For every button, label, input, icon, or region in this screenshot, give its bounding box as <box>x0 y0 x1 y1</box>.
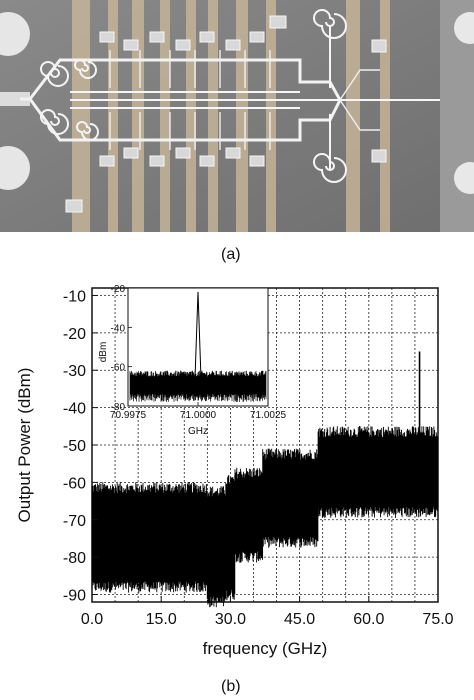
noise-segment <box>262 448 319 548</box>
figure-a-caption: (a) <box>221 246 241 263</box>
inset-x-tick-label: 71.0000 <box>180 410 217 421</box>
noise-segment <box>91 482 208 593</box>
x-axis-ticks: 0.0 15.0 30.0 45.0 60.0 75.0 <box>81 596 454 628</box>
y-tick-label: -60 <box>63 475 86 492</box>
y-axis-ticks: -10 -20 -30 -40 -50 -60 -70 -80 -90 <box>63 288 98 605</box>
inset-y-tick-label: -60 <box>111 363 126 374</box>
x-axis-label: frequency (GHz) <box>203 639 328 658</box>
inset-y-tick-label: -80 <box>111 402 126 413</box>
inset-noise <box>129 370 267 402</box>
x-tick-label: 0.0 <box>81 611 103 628</box>
y-axis-label: Output Power (dBm) <box>15 368 34 523</box>
inset-peak <box>194 291 202 379</box>
inset-x-ticks: 70.9975 71.0000 71.0025 <box>110 402 287 421</box>
spectrum-trace <box>91 351 438 608</box>
y-tick-label: -10 <box>63 288 86 305</box>
inset-x-tick-label: 70.9975 <box>110 410 147 421</box>
y-tick-label: -30 <box>63 363 86 380</box>
y-tick-label: -90 <box>63 588 86 605</box>
y-tick-label: -40 <box>63 401 86 418</box>
spectrum-chart: -10 -20 -30 -40 -50 -60 -70 -80 -90 0.0 15.0 30.0 4… <box>15 284 454 658</box>
x-tick-label: 45.0 <box>284 611 315 628</box>
inset-x-tick-label: 71.0025 <box>250 410 287 421</box>
y-tick-label: -80 <box>63 550 86 567</box>
inset-trace <box>129 291 267 402</box>
inset-y-tick-label: -20 <box>111 284 126 295</box>
x-tick-label: 75.0 <box>422 611 453 628</box>
inset-chart: -20 -40 -60 -80 70.9975 71.0000 71.0025 dBm G… <box>98 284 287 437</box>
inset-y-ticks: -20 -40 -60 -80 <box>111 284 132 413</box>
x-tick-label: 60.0 <box>353 611 384 628</box>
noise-segment <box>206 486 226 608</box>
inset-y-label: dBm <box>98 342 109 363</box>
noise-segment <box>234 467 264 563</box>
figure-b-caption: (b) <box>221 678 241 695</box>
y-tick-label: -70 <box>63 513 86 530</box>
y-tick-label: -20 <box>63 326 86 343</box>
x-tick-label: 15.0 <box>146 611 177 628</box>
inset-y-tick-label: -40 <box>111 323 126 334</box>
inset-x-label: GHz <box>188 426 208 437</box>
y-tick-label: -50 <box>63 438 86 455</box>
chip-micrograph <box>0 0 474 232</box>
noise-segment <box>225 475 236 601</box>
noise-segment <box>317 426 438 518</box>
x-tick-label: 30.0 <box>215 611 246 628</box>
